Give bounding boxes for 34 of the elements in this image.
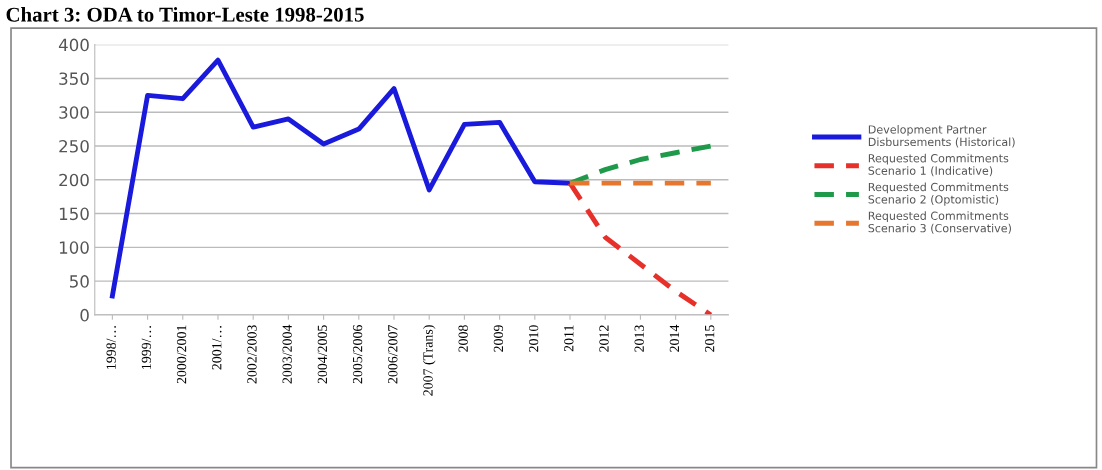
x-tick-label: 2014 <box>669 324 680 352</box>
y-tick-label: 150 <box>59 207 89 221</box>
x-tick-label: 2006/2007 <box>388 325 398 384</box>
legend-label: Requested Commitments Scenario 3 (Conservative) <box>868 211 1011 234</box>
x-tick-label: 1999/… <box>141 326 152 369</box>
y-tick-label: 100 <box>59 241 89 254</box>
x-tick-label: 2005/2006 <box>352 325 363 384</box>
x-tick-label: 2010 <box>528 325 539 352</box>
y-tick-label: 200 <box>59 173 89 187</box>
line-series <box>567 180 714 315</box>
y-tick-label: 50 <box>69 275 89 288</box>
y-tick-label: 250 <box>59 139 89 153</box>
line-series <box>109 57 573 299</box>
x-tick-label: 2001/… <box>212 326 222 370</box>
x-tick-label: 2003/2004 <box>282 324 292 384</box>
x-tick-label: 2015 <box>704 325 715 352</box>
legend-label: Development Partner Disbursements (Historical) <box>868 125 1015 148</box>
x-tick-label: 2000/2001 <box>176 325 187 384</box>
legend-label: Requested Commitments Scenario 1 (Indicative) <box>868 153 1009 177</box>
y-tick-label: 400 <box>58 38 89 52</box>
legend-label: Requested Commitments Scenario 2 (Optomistic) <box>868 182 1009 206</box>
x-tick-label: 2004/2005 <box>317 325 328 384</box>
chart-title: Chart 3: ODA to Timor-Leste 1998-2015 <box>6 7 364 22</box>
x-tick-label: 1998/… <box>106 326 116 369</box>
x-tick-label: 2008 <box>458 325 468 352</box>
y-tick-label: 350 <box>59 72 89 85</box>
x-tick-label: 2007 (Trans) <box>422 325 436 396</box>
x-tick-label: 2011 <box>564 325 574 352</box>
x-tick-label: 2002/2003 <box>247 325 257 384</box>
x-tick-label: 2009 <box>493 325 504 352</box>
x-tick-label: 2013 <box>634 325 644 352</box>
y-tick-label: 300 <box>59 106 89 119</box>
x-tick-label: 2012 <box>599 325 609 352</box>
y-tick-label: 0 <box>80 308 89 322</box>
